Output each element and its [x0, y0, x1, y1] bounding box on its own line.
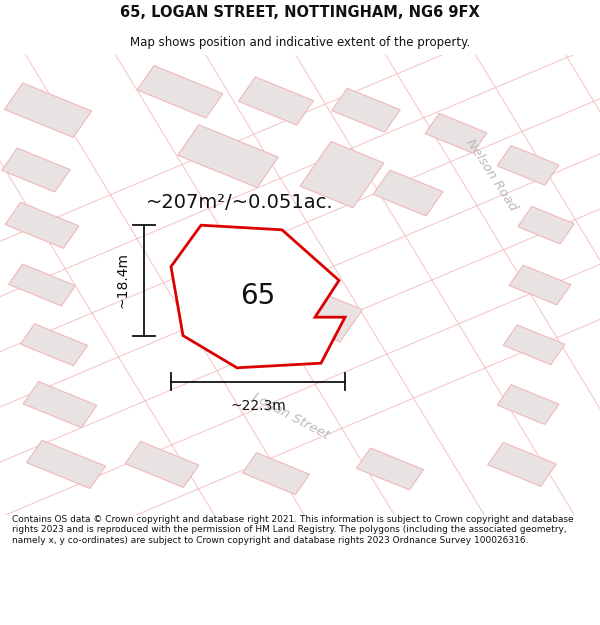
Polygon shape [2, 148, 70, 192]
Text: 65, LOGAN STREET, NOTTINGHAM, NG6 9FX: 65, LOGAN STREET, NOTTINGHAM, NG6 9FX [120, 4, 480, 19]
Polygon shape [125, 441, 199, 488]
Polygon shape [509, 265, 571, 305]
Polygon shape [5, 202, 79, 248]
Polygon shape [8, 264, 76, 306]
Text: 65: 65 [241, 282, 275, 311]
Polygon shape [356, 448, 424, 490]
Polygon shape [178, 125, 278, 188]
Polygon shape [23, 381, 97, 428]
Polygon shape [4, 83, 92, 138]
Polygon shape [497, 146, 559, 185]
Text: ~18.4m: ~18.4m [115, 253, 129, 308]
Polygon shape [332, 88, 400, 132]
Polygon shape [373, 170, 443, 216]
Polygon shape [425, 113, 487, 153]
Polygon shape [518, 206, 574, 244]
Polygon shape [497, 385, 559, 424]
Polygon shape [26, 440, 106, 489]
Polygon shape [171, 225, 345, 368]
Polygon shape [488, 442, 556, 486]
Polygon shape [300, 141, 384, 208]
Text: Logan Street: Logan Street [250, 391, 332, 442]
Polygon shape [20, 324, 88, 366]
Polygon shape [242, 452, 310, 494]
Text: ~207m²/~0.051ac.: ~207m²/~0.051ac. [146, 192, 334, 212]
Text: Nelson Road: Nelson Road [464, 136, 520, 213]
Text: ~22.3m: ~22.3m [230, 399, 286, 413]
Polygon shape [298, 292, 362, 342]
Polygon shape [238, 77, 314, 125]
Polygon shape [182, 273, 262, 334]
Text: Map shows position and indicative extent of the property.: Map shows position and indicative extent… [130, 36, 470, 49]
Polygon shape [503, 325, 565, 364]
Text: Contains OS data © Crown copyright and database right 2021. This information is : Contains OS data © Crown copyright and d… [12, 515, 574, 545]
Polygon shape [137, 66, 223, 118]
